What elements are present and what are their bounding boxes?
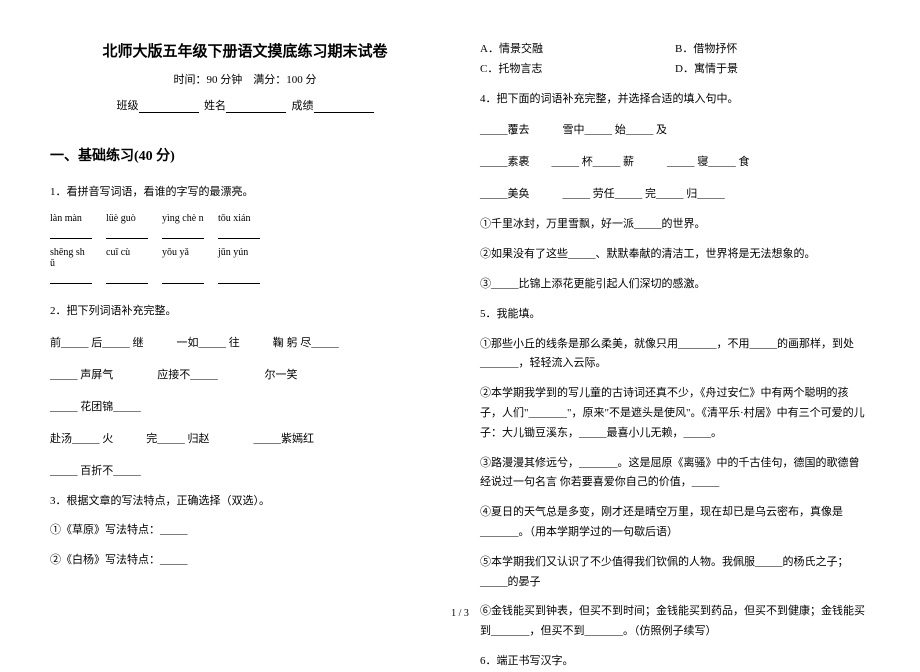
q3-options: A．情景交融 B．借物抒怀 C．托物言志 D．寓情于景 [480, 40, 870, 80]
q4-row1: _____覆去 雪中_____ 始_____ 及 [480, 119, 870, 141]
q4-s3: ③_____比锦上添花更能引起人们深切的感激。 [480, 275, 870, 295]
pinyin: yìng chè n [162, 213, 204, 224]
right-column: A．情景交融 B．借物抒怀 C．托物言志 D．寓情于景 4．把下面的词语补充完整… [480, 40, 870, 600]
write-blank [218, 228, 260, 239]
option-d: D．寓情于景 [675, 60, 870, 80]
q2-title: 2．把下列词语补充完整。 [50, 302, 440, 322]
pinyin-row-2: shēng sh ū cuī cù yōu yǎ jūn yún [50, 247, 440, 269]
q5-s4: ④夏日的天气总是多变，刚才还是晴空万里，现在却已是乌云密布，真像是_______… [480, 503, 870, 543]
exam-title: 北师大版五年级下册语文摸底练习期末试卷 [50, 40, 440, 61]
q5-title: 5．我能填。 [480, 305, 870, 325]
name-blank [226, 100, 286, 113]
q2-line: _____ 花团锦_____ [50, 396, 440, 418]
pinyin-blank-row-1 [50, 228, 440, 239]
pinyin-row-1: làn màn lüè guò yìng chè n tōu xián [50, 213, 440, 224]
pinyin: jūn yún [218, 247, 260, 269]
pinyin: cuī cù [106, 247, 148, 269]
page-columns: 北师大版五年级下册语文摸底练习期末试卷 时间：90 分钟 满分：100 分 班级… [50, 40, 870, 600]
name-label: 姓名 [204, 100, 226, 112]
score-blank [314, 100, 374, 113]
q5-s6: ⑥金钱能买到钟表，但买不到时间；金钱能买到药品，但买不到健康；金钱能买到____… [480, 602, 870, 642]
pinyin: shēng sh ū [50, 247, 92, 269]
student-info-line: 班级 姓名 成绩 [50, 97, 440, 113]
q5-s3: ③路漫漫其修远兮，_______。这是屈原《离骚》中的千古佳句，德国的歌德曾经说… [480, 454, 870, 494]
write-blank [162, 273, 204, 284]
q2-line: 前_____ 后_____ 继 一如_____ 往 鞠 躬 尽_____ [50, 332, 440, 354]
pinyin-blank-row-2 [50, 273, 440, 284]
section1-title: 一、基础练习(40 分) [50, 145, 440, 165]
q4-row3: _____美奂 _____ 劳任_____ 完_____ 归_____ [480, 183, 870, 205]
q2-line: _____ 百折不_____ [50, 460, 440, 482]
pinyin: lüè guò [106, 213, 148, 224]
q1-title: 1．看拼音写词语，看谁的字写的最漂亮。 [50, 183, 440, 203]
write-blank [50, 273, 92, 284]
q5-s2: ②本学期我学到的写儿童的古诗词还真不少，《舟过安仁》中有两个聪明的孩子，人们"_… [480, 384, 870, 443]
q4-row2: _____素裹 _____ 杯_____ 薪 _____ 寝_____ 食 [480, 151, 870, 173]
write-blank [106, 273, 148, 284]
option-b: B．借物抒怀 [675, 40, 870, 60]
pinyin: tōu xián [218, 213, 260, 224]
score-label: 成绩 [292, 100, 314, 112]
q4-s2: ②如果没有了这些_____、默默奉献的清洁工，世界将是无法想象的。 [480, 245, 870, 265]
option-a: A．情景交融 [480, 40, 675, 60]
option-c: C．托物言志 [480, 60, 675, 80]
q4-title: 4．把下面的词语补充完整，并选择合适的填入句中。 [480, 90, 870, 110]
write-blank [218, 273, 260, 284]
pinyin: làn màn [50, 213, 92, 224]
q3-title: 3．根据文章的写法特点，正确选择（双选）。 [50, 492, 440, 512]
q3-item2: ②《白杨》写法特点：_____ [50, 551, 440, 571]
write-blank [50, 228, 92, 239]
time-score: 时间：90 分钟 满分：100 分 [50, 71, 440, 87]
q6-title: 6．端正书写汉字。 [480, 652, 870, 672]
write-blank [106, 228, 148, 239]
left-column: 北师大版五年级下册语文摸底练习期末试卷 时间：90 分钟 满分：100 分 班级… [50, 40, 440, 600]
pinyin: yōu yǎ [162, 247, 204, 269]
q5-s1: ①那些小丘的线条是那么柔美，就像只用_______，不用_____的画那样，到处… [480, 335, 870, 375]
q2-line: 赴汤_____ 火 完_____ 归赵 _____紫嫣红 [50, 428, 440, 450]
q4-s1: ①千里冰封，万里雪飘，好一派_____的世界。 [480, 215, 870, 235]
class-blank [139, 100, 199, 113]
q2-line: _____ 声屏气 应接不_____ 尔一笑 [50, 364, 440, 386]
class-label: 班级 [117, 100, 139, 112]
q3-item1: ①《草原》写法特点：_____ [50, 521, 440, 541]
q5-s5: ⑤本学期我们又认识了不少值得我们钦佩的人物。我佩服_____的杨氏之子；____… [480, 553, 870, 593]
write-blank [162, 228, 204, 239]
